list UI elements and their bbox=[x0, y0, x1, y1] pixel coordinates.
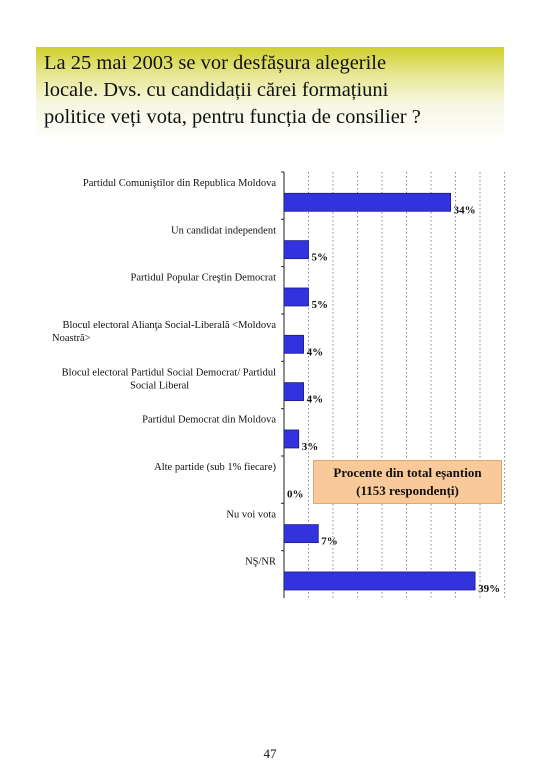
value-label: 34% bbox=[454, 204, 476, 216]
question-title: La 25 mai 2003 se vor desfășura alegeril… bbox=[44, 50, 496, 131]
legend-line-2: (1153 respondenți) bbox=[356, 483, 459, 498]
category-label: Partidul Popular Creştin Democrat bbox=[130, 273, 276, 284]
value-label: 39% bbox=[478, 583, 500, 595]
bar bbox=[283, 334, 305, 354]
category-label: Nu voi vota bbox=[226, 509, 276, 520]
category-label: Un candidat independent bbox=[171, 225, 276, 236]
bar bbox=[283, 429, 300, 449]
bar bbox=[283, 571, 476, 591]
bar bbox=[283, 192, 452, 212]
question-title-line-1: La 25 mai 2003 se vor desfășura alegeril… bbox=[44, 52, 387, 74]
value-label: 7% bbox=[321, 536, 338, 548]
category-label: Social Liberal bbox=[130, 380, 189, 391]
category-label: Partidul Comuniştilor din Republica Mold… bbox=[83, 178, 276, 189]
value-label: 5% bbox=[312, 252, 329, 264]
question-title-line-2: locale. Dvs. cu candidații cărei formați… bbox=[44, 79, 389, 101]
bar bbox=[283, 240, 309, 260]
value-label: 5% bbox=[312, 299, 329, 311]
page-number: 47 bbox=[263, 746, 277, 761]
bar bbox=[283, 287, 309, 307]
value-label: 3% bbox=[302, 441, 319, 453]
question-title-box: La 25 mai 2003 se vor desfășura alegeril… bbox=[36, 47, 504, 143]
category-label: NŞ/NR bbox=[245, 557, 276, 568]
bar bbox=[283, 382, 305, 402]
legend-box: Procente din total eșantion (1153 respon… bbox=[313, 460, 502, 504]
bar bbox=[283, 524, 319, 544]
value-label: 4% bbox=[307, 346, 324, 358]
category-label: Partidul Democrat din Moldova bbox=[142, 415, 276, 426]
value-label: 0% bbox=[287, 488, 304, 500]
value-label: 4% bbox=[307, 394, 324, 406]
legend-line-1: Procente din total eșantion bbox=[333, 465, 482, 480]
category-label: Blocul electoral Partidul Social Democra… bbox=[62, 367, 276, 378]
question-title-line-3: politice veți vota, pentru funcția de co… bbox=[44, 106, 421, 128]
category-label: Alte partide (sub 1% fiecare) bbox=[154, 462, 276, 473]
category-label: Blocul electoral Alianţa Social-Liberală… bbox=[62, 320, 276, 331]
category-label: Noastră> bbox=[52, 333, 91, 344]
